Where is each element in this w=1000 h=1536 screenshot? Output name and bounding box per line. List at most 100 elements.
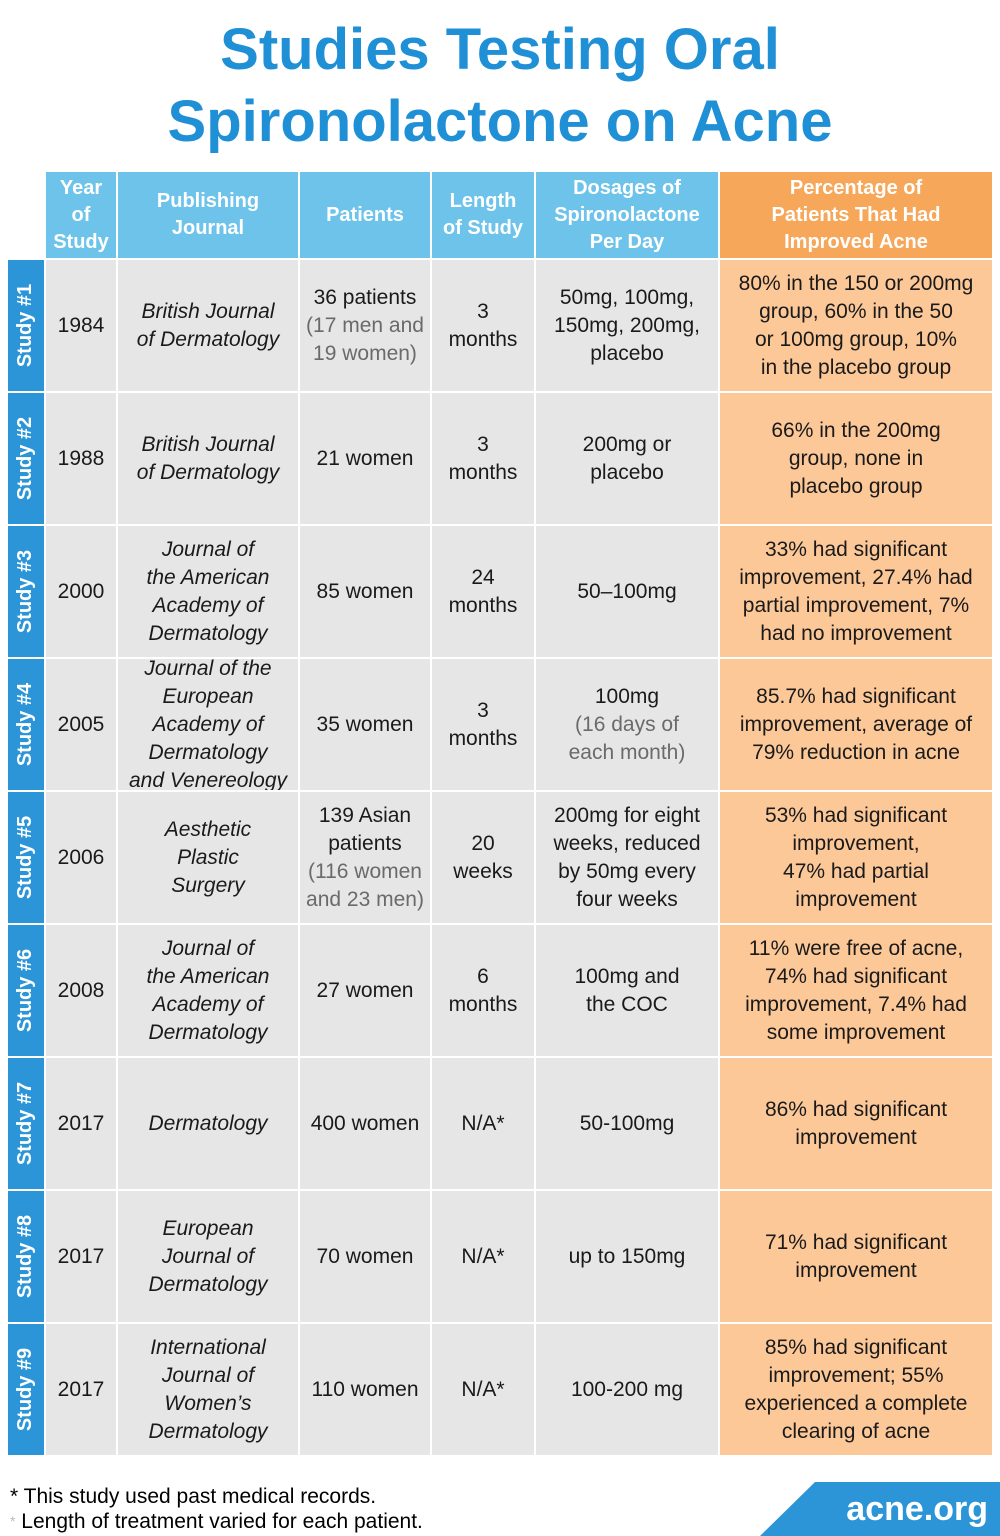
text-line: months xyxy=(448,726,518,750)
length-cell-content: N/A* xyxy=(461,1376,504,1404)
text-line: 35 women xyxy=(316,712,414,736)
text-line: the American xyxy=(146,964,270,988)
text-line: 80% in the 150 or 200mg xyxy=(738,271,974,295)
study-label-text: Study #2 xyxy=(14,416,37,501)
title-line-1: Studies Testing Oral xyxy=(220,17,780,82)
footnote-star-icon: * xyxy=(10,1513,16,1529)
text-line: British Journal xyxy=(141,432,275,456)
study-label: Study #7 xyxy=(8,1058,46,1191)
study-row: Study #6 2008 Journal of the American Academ… xyxy=(8,925,992,1058)
text-line: International xyxy=(150,1335,266,1359)
text-line: group, 60% in the 50 xyxy=(759,299,953,323)
length-cell-content: N/A* xyxy=(461,1110,504,1138)
text-line: Academy of xyxy=(152,712,264,736)
text-line: of Study xyxy=(443,217,523,239)
text-line: group, none in xyxy=(788,446,924,470)
text-line: placebo xyxy=(590,341,664,365)
header-row: Year of Study Publishing Journal Patients L… xyxy=(8,172,992,260)
year-cell-content: 2017 xyxy=(58,1243,105,1271)
text-line: weeks, reduced xyxy=(553,831,701,855)
text-line: 36 patients xyxy=(313,285,417,309)
result-cell: 80% in the 150 or 200mg group, 60% in the… xyxy=(720,260,992,393)
result-cell: 85.7% had significant improvement, averag… xyxy=(720,659,992,792)
length-cell: 20 weeks xyxy=(432,792,536,925)
text-line: Year xyxy=(59,176,103,199)
text-line: 2017 xyxy=(57,1244,105,1268)
title-line-2: Spironolactone on Acne xyxy=(167,89,833,154)
dosage-cell-content: 100-200 mg xyxy=(571,1376,683,1404)
journal-cell-content: European Journal of Dermatology xyxy=(148,1215,267,1299)
header-percentage: Percentage of Patients That Had Improved A… xyxy=(720,172,992,260)
text-line: and Venereology xyxy=(128,768,287,792)
length-cell: 3 months xyxy=(432,393,536,526)
text-line: N/A* xyxy=(461,1111,505,1135)
text-line: some improvement xyxy=(766,1020,946,1044)
text-line: 71% had significant xyxy=(764,1230,948,1254)
text-line: Spironolactone xyxy=(554,203,700,226)
text-line: had no improvement xyxy=(760,621,952,645)
text-line: improvement xyxy=(795,1258,917,1282)
text-line: placebo group xyxy=(789,474,923,498)
result-cell-content: 80% in the 150 or 200mg group, 60% in the… xyxy=(739,270,974,382)
text-line: each month) xyxy=(568,740,686,764)
text-line: Dosages of xyxy=(573,176,681,199)
footnote-line-1: * This study used past medical records. xyxy=(10,1485,377,1508)
text-line: improvement xyxy=(795,1125,917,1149)
patients-cell-content: 400 women xyxy=(311,1110,420,1138)
study-label-text: Study #8 xyxy=(14,1214,37,1299)
length-cell-content: 3 months xyxy=(449,697,518,753)
journal-cell: International Journal of Women’s Dermatolog… xyxy=(118,1324,300,1457)
text-line: experienced a complete xyxy=(744,1391,968,1415)
patients-cell-content: 70 women xyxy=(317,1243,414,1271)
study-row: Study #3 2000 Journal of the American Academ… xyxy=(8,526,992,659)
patients-cell: 36 patients (17 men and 19 women) xyxy=(300,260,432,393)
journal-cell-content: British Journal of Dermatology xyxy=(137,298,279,354)
study-label: Study #6 xyxy=(8,925,46,1058)
dosage-cell: 50mg, 100mg, 150mg, 200mg, placebo xyxy=(536,260,720,393)
text-line: up to 150mg xyxy=(568,1244,686,1268)
study-label-text: Study #6 xyxy=(14,948,37,1033)
result-cell: 85% had significant improvement; 55% exper… xyxy=(720,1324,992,1457)
text-line: 79% reduction in acne xyxy=(752,740,960,764)
patients-cell-content: 85 women xyxy=(317,578,414,606)
text-line: 2000 xyxy=(57,579,105,603)
footnote-line-2: * Length of treatment varied for each pa… xyxy=(10,1509,423,1534)
length-cell-content: 24 months xyxy=(449,564,518,620)
text-line: 200mg or xyxy=(582,432,672,456)
dosage-cell-content: 200mg or placebo xyxy=(583,431,672,487)
text-line: 85.7% had significant xyxy=(756,684,956,708)
text-line: 66% in the 200mg xyxy=(771,418,941,442)
text-line: Percentage of xyxy=(789,176,923,199)
text-line: 2006 xyxy=(57,845,105,869)
text-line: Patients That Had xyxy=(771,203,941,226)
footnote: * This study used past medical records. … xyxy=(10,1484,423,1534)
text-line: 70 women xyxy=(316,1244,414,1268)
year-cell-content: 1984 xyxy=(58,312,105,340)
study-label-text: Study #1 xyxy=(14,283,37,368)
journal-cell-content: Aesthetic Plastic Surgery xyxy=(165,816,251,900)
result-cell: 33% had significant improvement, 27.4% ha… xyxy=(720,526,992,659)
length-cell: N/A* xyxy=(432,1191,536,1324)
result-cell-content: 53% had significant improvement, 47% had p… xyxy=(765,802,947,914)
text-line: 74% had significant xyxy=(764,964,948,988)
header-dosage: Dosages of Spironolactone Per Day xyxy=(536,172,720,260)
dosage-cell: 200mg for eight weeks, reduced by 50mg eve… xyxy=(536,792,720,925)
text-line: 24 xyxy=(471,565,495,589)
dosage-cell-content: 100mg and the COC xyxy=(574,963,679,1019)
study-row: Study #8 2017 European Journal of Dermatolog… xyxy=(8,1191,992,1324)
study-row: Study #7 2017 Dermatology 400 women N/A* 50-1… xyxy=(8,1058,992,1191)
length-cell: N/A* xyxy=(432,1058,536,1191)
text-line: 50–100mg xyxy=(577,579,677,603)
journal-cell-content: Journal of the European Academy of Dermatol… xyxy=(128,659,287,792)
result-cell-content: 66% in the 200mg group, none in placebo gr… xyxy=(771,417,940,501)
text-line: Women’s xyxy=(164,1391,252,1415)
text-line: Dermatology xyxy=(148,621,268,645)
text-line: 50mg, 100mg, xyxy=(559,285,695,309)
journal-cell: Journal of the American Academy of Dermatol… xyxy=(118,925,300,1058)
length-cell: 24 months xyxy=(432,526,536,659)
text-line: 11% were free of acne, xyxy=(748,936,964,960)
header-journal: Publishing Journal xyxy=(118,172,300,260)
text-line: improvement, average of xyxy=(739,712,973,736)
study-label: Study #1 xyxy=(8,260,46,393)
text-line: Dermatology xyxy=(148,1020,268,1044)
